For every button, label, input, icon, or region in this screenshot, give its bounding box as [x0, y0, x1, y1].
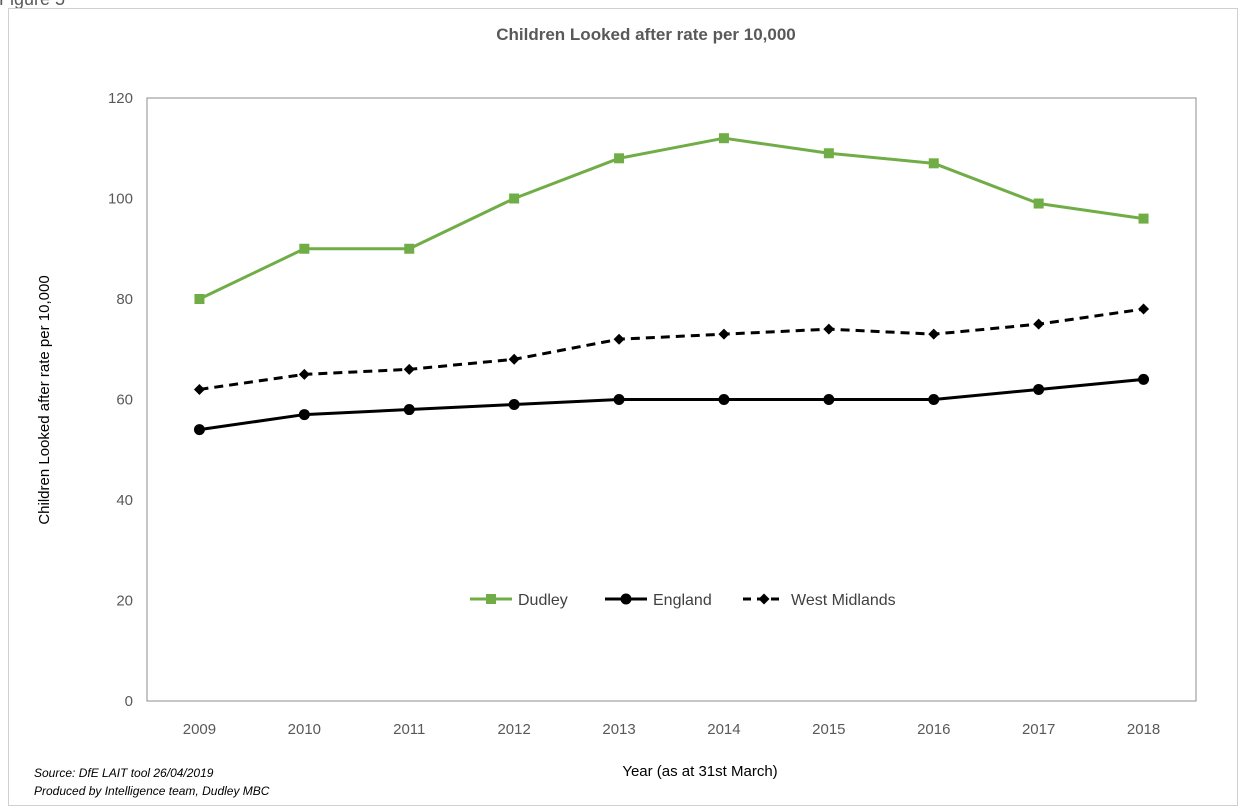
series-line-dudley [198, 136, 1144, 301]
data-point-west-midlands [823, 323, 835, 335]
chart-title: Children Looked after rate per 10,000 [496, 25, 796, 44]
x-tick-label: 2010 [288, 721, 321, 738]
data-point-dudley [1138, 213, 1149, 224]
data-point-west-midlands [403, 363, 415, 375]
source-note: Source: DfE LAIT tool 26/04/2019 [34, 766, 214, 780]
data-point-england [718, 394, 730, 405]
data-point-england [1138, 373, 1150, 385]
legend-item-england: England [605, 592, 712, 609]
x-tick-label: 2018 [1127, 721, 1160, 738]
data-point-west-midlands [298, 368, 310, 380]
series-line-england [199, 377, 1144, 432]
data-point-dudley [404, 243, 415, 254]
data-point-dudley [614, 153, 625, 164]
data-point-dudley [823, 148, 834, 159]
x-tick-label: 2009 [183, 721, 216, 738]
y-tick-label: 20 [116, 593, 133, 610]
x-tick-label: 2015 [812, 721, 845, 738]
produced-by-note: Produced by Intelligence team, Dudley MB… [34, 784, 270, 798]
data-point-dudley [928, 158, 939, 169]
legend-label: West Midlands [791, 592, 896, 609]
x-tick-label: 2013 [602, 721, 635, 738]
data-point-dudley [299, 243, 310, 254]
series-west-midlands [193, 303, 1150, 395]
data-point-england [928, 394, 940, 405]
x-axis-label: Year (as at 31st March) [622, 763, 777, 780]
y-axis-ticks: 0 20 40 60 80 100 120 [108, 90, 133, 710]
data-point-west-midlands [1138, 303, 1150, 315]
x-tick-label: 2016 [917, 721, 950, 738]
x-tick-label: 2014 [707, 721, 740, 738]
legend-marker [758, 593, 770, 605]
data-point-west-midlands [193, 383, 205, 395]
series-layer [193, 133, 1150, 436]
legend-item-west-midlands: West Midlands [743, 592, 896, 609]
data-point-england [508, 399, 520, 411]
y-tick-label: 80 [116, 291, 133, 308]
x-tick-label: 2012 [497, 721, 530, 738]
legend-label: England [653, 592, 712, 609]
data-point-dudley [718, 133, 729, 144]
x-tick-label: 2011 [393, 721, 425, 738]
data-point-dudley [1033, 198, 1044, 209]
y-tick-label: 0 [125, 693, 133, 710]
series-england [193, 373, 1150, 436]
data-point-west-midlands [613, 333, 625, 345]
data-point-west-midlands [508, 353, 520, 365]
series-line-west-midlands [199, 307, 1144, 391]
y-tick-label: 100 [108, 191, 133, 208]
legend-marker [486, 594, 496, 604]
y-axis-label: Children Looked after rate per 10,000 [36, 275, 53, 524]
legend-item-dudley: Dudley [470, 592, 568, 609]
series-dudley [194, 133, 1149, 304]
y-tick-label: 40 [116, 492, 133, 509]
data-point-england [1033, 383, 1045, 395]
chart-area [8, 8, 1238, 806]
data-point-england [403, 404, 415, 416]
data-point-england [823, 394, 835, 405]
data-point-england [298, 409, 310, 421]
data-point-england [193, 424, 205, 436]
y-tick-label: 120 [108, 90, 133, 107]
x-axis-ticks: 2009 2010 2011 2012 2013 2014 2015 2016 2017 2018 [183, 721, 1160, 738]
data-point-dudley [509, 193, 520, 204]
legend: Dudley England West Midlands [470, 592, 896, 609]
figure-label: Figure 5 [0, 0, 65, 10]
data-point-west-midlands [928, 328, 940, 340]
data-point-dudley [194, 294, 205, 304]
x-tick-label: 2017 [1022, 721, 1055, 738]
data-point-west-midlands [1033, 318, 1045, 330]
data-point-west-midlands [718, 328, 730, 340]
legend-marker [620, 593, 632, 605]
plot-area-frame [146, 97, 1197, 702]
data-point-england [613, 394, 625, 405]
y-tick-label: 60 [116, 392, 133, 409]
legend-label: Dudley [518, 592, 568, 609]
